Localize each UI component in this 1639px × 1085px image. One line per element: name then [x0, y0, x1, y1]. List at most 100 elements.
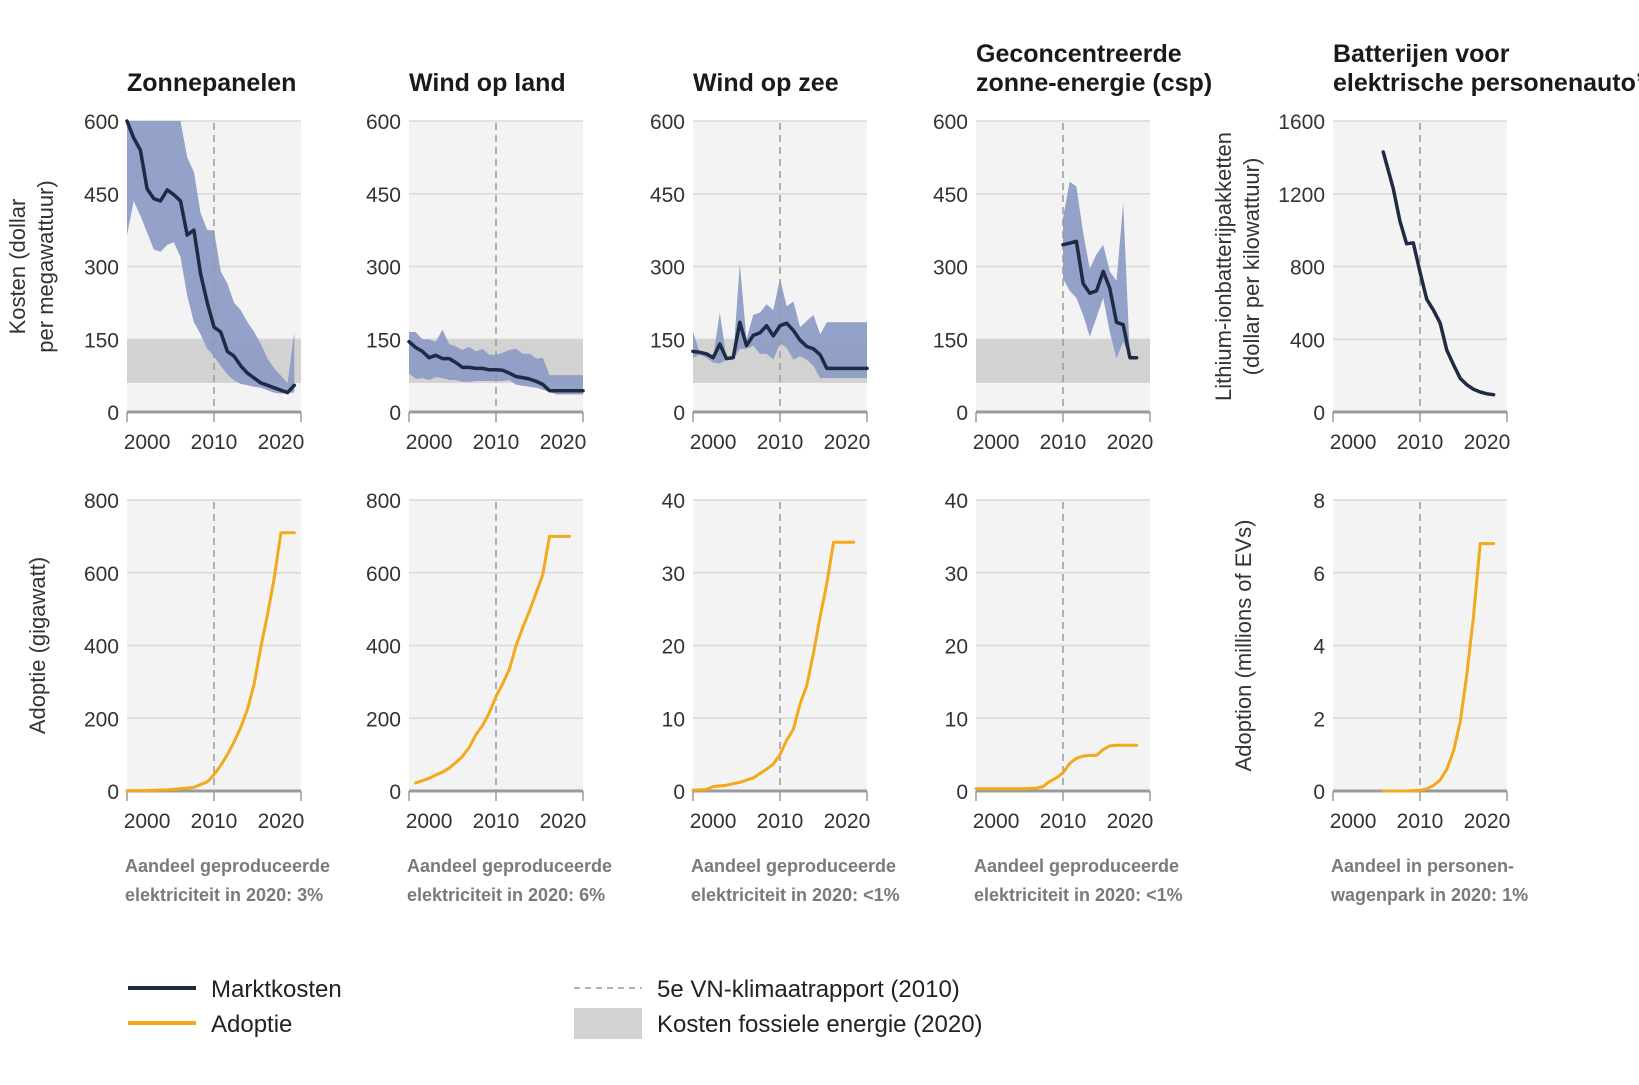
y-tick-label: 450	[84, 184, 119, 207]
y-tick-label: 1600	[1278, 111, 1325, 134]
panel-csp: 0 150 300 450 600 2000 2010 2020 Geconcentreerde…	[933, 40, 1212, 454]
y-tick-label: 1200	[1278, 184, 1325, 207]
share-footnote: Aandeel geproduceerde	[974, 856, 1179, 876]
panel-title: elektrische personenauto’s	[1333, 69, 1639, 97]
y-tick-label: 450	[650, 184, 685, 207]
y-tick-label: 8	[1313, 490, 1325, 513]
x-tick-label: 2000	[690, 431, 737, 454]
y-tick-label: 40	[662, 490, 685, 513]
y-tick-label: 800	[366, 490, 401, 513]
y-tick-label: 0	[673, 402, 685, 425]
y-tick-label: 10	[945, 708, 968, 731]
y-tick-label: 800	[1290, 257, 1325, 280]
adoption-line	[974, 743, 1139, 791]
y-tick-label: 300	[84, 257, 119, 280]
market-cost-line	[1381, 150, 1496, 397]
x-tick-label: 2020	[824, 810, 871, 833]
y-tick-label: 2	[1313, 708, 1325, 731]
panel-csp-adoption: 0 10 20 30 40 2000 2010 2020 Aandeel geproduceer…	[945, 490, 1183, 905]
legend-ipcc-label: 5e VN-klimaatrapport (2010)	[657, 976, 960, 1003]
market-cost-line	[407, 339, 585, 393]
x-tick-label: 2000	[973, 810, 1020, 833]
share-footnote: elektriciteit in 2020: <1%	[974, 885, 1183, 905]
y-tick-label: 0	[956, 402, 968, 425]
market-cost-line	[691, 320, 869, 371]
panel-title: Zonnepanelen	[127, 69, 296, 97]
y-tick-label: 150	[933, 329, 968, 352]
y-tick-label: 0	[389, 781, 401, 804]
legend: Marktkosten Adoptie 5e VN-klimaatrapport…	[128, 976, 983, 1039]
panel-ev-battery: 0 400 800 1200 1600 2000 2010 2020 Batterijen vo…	[1211, 40, 1639, 454]
panel-ev-adoption: 0 2 4 6 8 2000 2010 2020 Adoption (millions of E…	[1231, 490, 1528, 905]
legend-market-cost-label: Marktkosten	[211, 976, 342, 1003]
x-tick-label: 2000	[124, 431, 171, 454]
market-cost-line	[125, 119, 297, 395]
panel-title: Wind op zee	[693, 69, 839, 97]
y-tick-label: 300	[366, 257, 401, 280]
share-footnote: elektriciteit in 2020: 3%	[125, 885, 323, 905]
panel-onshore-wind-adoption: 0 200 400 600 800 2000 2010 2020 Aandeel geprodu…	[366, 490, 612, 905]
x-tick-label: 2010	[757, 431, 804, 454]
y-tick-label: 20	[662, 636, 685, 659]
x-tick-label: 2010	[473, 810, 520, 833]
x-tick-label: 2020	[1107, 431, 1154, 454]
y-tick-label: 0	[107, 781, 119, 804]
x-tick-label: 2010	[191, 431, 238, 454]
legend-fossil-swatch	[574, 1008, 642, 1039]
x-tick-label: 2010	[1397, 431, 1444, 454]
panel-title: Wind op land	[409, 69, 566, 97]
adoption-line	[125, 531, 296, 793]
share-footnote: Aandeel in personen-	[1331, 856, 1514, 876]
x-tick-label: 2010	[1397, 810, 1444, 833]
x-tick-label: 2020	[258, 810, 305, 833]
panel-offshore-wind-adoption: 0 10 20 30 40 2000 2010 2020 Aandeel geproduceer…	[662, 490, 900, 905]
y-tick-label: 600	[650, 111, 685, 134]
x-tick-label: 2000	[124, 810, 171, 833]
y-tick-label: 600	[84, 563, 119, 586]
market-cost-line	[1061, 239, 1139, 360]
share-footnote: Aandeel geproduceerde	[125, 856, 330, 876]
x-tick-label: 2010	[191, 810, 238, 833]
y-tick-label: 0	[107, 402, 119, 425]
x-tick-label: 2020	[540, 431, 587, 454]
x-tick-label: 2010	[1040, 810, 1087, 833]
x-tick-label: 2010	[1040, 431, 1087, 454]
x-tick-label: 2010	[473, 431, 520, 454]
y-axis-label: Adoption (millions of EVs)	[1231, 520, 1256, 772]
y-tick-label: 150	[84, 329, 119, 352]
x-tick-label: 2000	[1330, 810, 1377, 833]
y-tick-label: 10	[662, 708, 685, 731]
panel-onshore-wind: 0 150 300 450 600 2000 2010 2020 Wind op land	[366, 69, 586, 454]
share-footnote: elektriciteit in 2020: <1%	[691, 885, 900, 905]
legend-fossil-label: Kosten fossiele energie (2020)	[657, 1011, 983, 1038]
y-axis-label: per megawattuur)	[33, 180, 58, 352]
y-tick-label: 200	[84, 708, 119, 731]
x-tick-label: 2020	[1464, 810, 1511, 833]
panel-title: zonne-energie (csp)	[976, 69, 1212, 97]
adoption-line	[414, 534, 572, 785]
y-tick-label: 150	[366, 329, 401, 352]
y-tick-label: 400	[1290, 329, 1325, 352]
share-footnote: elektriciteit in 2020: 6%	[407, 885, 605, 905]
y-tick-label: 0	[956, 781, 968, 804]
x-tick-label: 2000	[690, 810, 737, 833]
x-tick-label: 2000	[406, 810, 453, 833]
y-tick-label: 30	[945, 563, 968, 586]
y-tick-label: 30	[662, 563, 685, 586]
y-tick-label: 450	[366, 184, 401, 207]
panel-solar: 0 150 300 450 600 2000 2010 2020 Zonnepanelen Kos…	[5, 69, 304, 454]
y-tick-label: 0	[389, 402, 401, 425]
y-tick-label: 0	[1313, 781, 1325, 804]
share-footnote: Aandeel geproduceerde	[407, 856, 612, 876]
y-tick-label: 40	[945, 490, 968, 513]
y-tick-label: 450	[933, 184, 968, 207]
y-axis-label: (dollar per kilowattuur)	[1239, 158, 1264, 376]
x-tick-label: 2000	[973, 431, 1020, 454]
panel-offshore-wind: 0 150 300 450 600 2000 2010 2020 Wind op zee	[650, 69, 870, 454]
x-tick-label: 2020	[1107, 810, 1154, 833]
x-tick-label: 2010	[757, 810, 804, 833]
y-tick-label: 600	[84, 111, 119, 134]
y-tick-label: 300	[650, 257, 685, 280]
